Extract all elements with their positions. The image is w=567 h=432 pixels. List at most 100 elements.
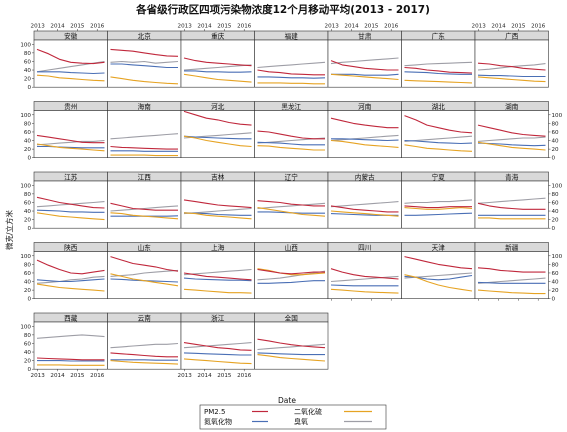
y-tick-label: 60 bbox=[24, 271, 32, 277]
x-tick-label: 2015 bbox=[511, 24, 526, 30]
series-line-no2 bbox=[184, 70, 252, 73]
series-line-pm25 bbox=[330, 60, 399, 71]
series-line-o3 bbox=[183, 64, 252, 71]
series-line-o3 bbox=[110, 133, 179, 140]
panel-15: 江苏 bbox=[33, 171, 108, 229]
panel-title: 陕西 bbox=[64, 243, 78, 252]
y-tick-label: 100 bbox=[20, 254, 31, 260]
panel-title: 江苏 bbox=[64, 172, 78, 181]
bottom-x-axes: 2013 2014 2015 2016 2013 2014 2015 2016 bbox=[31, 298, 539, 379]
x-tick-label: 2016 bbox=[90, 373, 105, 379]
y-tick-label: 100 bbox=[20, 42, 31, 48]
panel-27: 天津 bbox=[401, 242, 476, 300]
series-line-o3 bbox=[330, 201, 399, 208]
x-tick-label: 2013 bbox=[325, 24, 340, 30]
series-line-so2 bbox=[404, 274, 473, 292]
x-tick-label: 2014 bbox=[50, 373, 65, 379]
panel-10: 河北 bbox=[180, 101, 255, 159]
series-line-pm25 bbox=[183, 199, 252, 209]
series-line-pm25 bbox=[183, 272, 252, 281]
series-line-pm25 bbox=[477, 124, 546, 137]
y-tick-label: 80 bbox=[552, 192, 560, 198]
x-tick-label: 2015 bbox=[70, 24, 85, 30]
panel-12: 河南 bbox=[327, 101, 402, 159]
panel-title: 全国 bbox=[285, 313, 299, 322]
series-line-no2 bbox=[331, 73, 399, 76]
panel-11: 黑龙江 bbox=[254, 101, 329, 159]
panel-31: 浙江 bbox=[180, 312, 255, 370]
series-line-o3 bbox=[404, 199, 473, 204]
panel-plot-area bbox=[254, 321, 329, 370]
panel-title: 重庆 bbox=[211, 31, 225, 40]
panel-title: 四川 bbox=[358, 244, 371, 252]
series-line-so2 bbox=[36, 143, 105, 152]
series-line-so2 bbox=[110, 360, 179, 365]
series-line-pm25 bbox=[183, 110, 252, 126]
series-line-so2 bbox=[257, 82, 325, 85]
panel-title: 浙江 bbox=[211, 313, 225, 322]
panel-plot-area bbox=[401, 180, 476, 229]
panel-title: 黑龙江 bbox=[281, 102, 301, 111]
series-line-so2 bbox=[183, 73, 252, 83]
series-line-no2 bbox=[257, 76, 326, 79]
series-line-o3 bbox=[257, 270, 326, 281]
x-tick-label: 2013 bbox=[178, 24, 193, 30]
panel-title: 云南 bbox=[138, 313, 152, 322]
panel-title: 辽宁 bbox=[285, 172, 299, 181]
series-line-so2 bbox=[330, 210, 399, 217]
series-line-pm25 bbox=[257, 130, 325, 140]
series-line-pm25 bbox=[330, 268, 399, 280]
x-tick-label: 2014 bbox=[197, 24, 212, 30]
y-tick-label: 100 bbox=[20, 113, 31, 119]
series-line-o3 bbox=[110, 205, 179, 212]
panel-title: 海南 bbox=[138, 102, 152, 111]
series-line-pm25 bbox=[36, 196, 105, 209]
series-line-o3 bbox=[183, 268, 252, 276]
series-line-so2 bbox=[110, 212, 179, 220]
series-line-pm25 bbox=[330, 117, 399, 129]
series-line-no2 bbox=[37, 71, 105, 75]
series-line-o3 bbox=[36, 334, 105, 339]
series-line-pm25 bbox=[36, 48, 105, 65]
y-tick-label: 40 bbox=[552, 280, 560, 286]
series-line-o3 bbox=[36, 275, 105, 284]
series-line-pm25 bbox=[36, 134, 105, 144]
series-line-pm25 bbox=[404, 115, 473, 134]
y-tick-label: 60 bbox=[24, 59, 32, 65]
panel-title: 天津 bbox=[432, 244, 446, 252]
panel-title: 江西 bbox=[138, 173, 152, 181]
series-line-so2 bbox=[257, 268, 326, 276]
y-tick-label: 80 bbox=[24, 262, 32, 268]
y-tick-label: 60 bbox=[552, 271, 560, 277]
y-tick-label: 100 bbox=[552, 113, 563, 119]
series-line-o3 bbox=[330, 57, 399, 65]
series-line-so2 bbox=[257, 207, 326, 217]
series-line-no2 bbox=[36, 278, 105, 283]
top-x-axes: 2013 2014 2015 2016 2013 2014 2015 2016 2013 2014… bbox=[31, 24, 546, 31]
panel-plot-area bbox=[327, 110, 402, 159]
panel-32: 全国 bbox=[254, 312, 329, 370]
x-tick-label: 2014 bbox=[491, 24, 506, 30]
y-tick-label: 0 bbox=[27, 367, 31, 373]
series-line-pm25 bbox=[404, 66, 473, 74]
x-tick-label: 2016 bbox=[531, 24, 546, 30]
series-line-so2 bbox=[36, 283, 105, 292]
panel-25: 山西 bbox=[254, 242, 329, 300]
y-tick-label: 100 bbox=[20, 324, 31, 330]
y-tick-label: 0 bbox=[552, 297, 556, 303]
series-line-no2 bbox=[110, 150, 178, 152]
series-line-no2 bbox=[183, 135, 252, 140]
series-line-o3 bbox=[110, 60, 179, 64]
legend-label-o3: 臭氧 bbox=[294, 417, 308, 426]
y-tick-label: 20 bbox=[24, 288, 32, 294]
panel-title: 青海 bbox=[505, 172, 519, 181]
y-tick-label: 40 bbox=[24, 350, 32, 356]
series-line-so2 bbox=[257, 354, 326, 362]
series-line-no2 bbox=[37, 145, 105, 149]
x-tick-label: 2015 bbox=[217, 373, 232, 379]
series-line-no2 bbox=[404, 71, 472, 75]
x-tick-label: 2013 bbox=[178, 373, 193, 379]
series-line-no2 bbox=[183, 277, 252, 282]
